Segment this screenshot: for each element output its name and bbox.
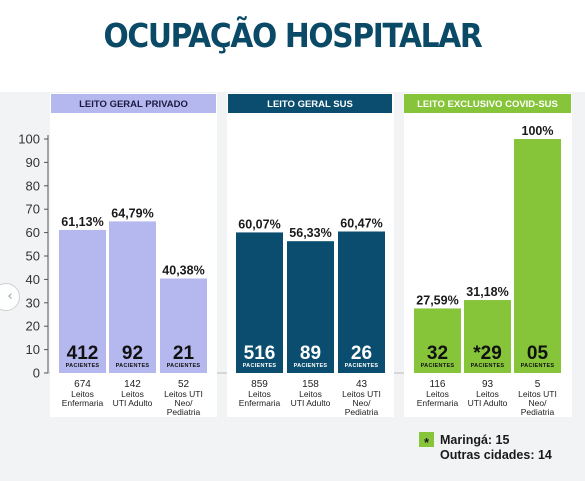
bar — [109, 221, 156, 373]
bar-value-label: 56,33% — [289, 226, 331, 240]
group-covid: LEITO EXCLUSIVO COVID-SUS27,59%32PACIENT… — [404, 94, 571, 417]
y-tick-label: 50 — [26, 249, 40, 264]
bar-value-label: 60,47% — [340, 217, 382, 231]
patient-count: 92 — [122, 343, 143, 364]
bed-type-label: Leitos UTI — [164, 389, 203, 399]
page-title: OCUPAÇÃO HOSPITALAR — [103, 16, 482, 55]
y-tick-label: 20 — [26, 319, 40, 334]
bed-type-label: UTI Adulto — [468, 398, 508, 408]
patient-count: *29 — [473, 343, 502, 364]
bar-value-label: 27,59% — [416, 293, 458, 307]
y-tick-label: 80 — [26, 178, 40, 193]
bed-type-label: Leitos — [71, 389, 94, 399]
patient-count-unit: PACIENTES — [116, 363, 150, 369]
group-header-label: LEITO GERAL PRIVADO — [79, 99, 188, 110]
group-header — [404, 94, 571, 113]
bar-value-label: 100% — [522, 124, 554, 138]
bed-count: 116 — [430, 379, 446, 390]
y-tick-label: 90 — [26, 155, 40, 170]
bar-groups: LEITO GERAL PRIVADO61,13%412PACIENTES674… — [50, 93, 572, 417]
patient-count: 21 — [173, 343, 195, 364]
patient-count-unit: PACIENTES — [345, 363, 379, 369]
bar — [338, 231, 385, 373]
bed-type-label: Neo/ — [175, 398, 194, 408]
patient-count-unit: PACIENTES — [66, 363, 100, 369]
bed-type-label: UTI Adulto — [291, 398, 331, 408]
bed-type-label: Leitos — [426, 389, 449, 399]
asterisk-marker: * — [424, 436, 429, 450]
group-header — [51, 94, 216, 113]
bed-type-label: Pediatria — [521, 407, 555, 417]
y-tick-label: 70 — [26, 202, 40, 217]
patient-count: 05 — [527, 343, 549, 364]
group-header-label: LEITO GERAL SUS — [267, 99, 353, 110]
bed-type-label: Leitos — [121, 389, 144, 399]
bed-type-label: Leitos — [299, 389, 322, 399]
bed-count: 5 — [535, 379, 541, 390]
y-tick-label: 100 — [18, 132, 40, 147]
bed-count: 52 — [178, 379, 190, 390]
bar — [414, 308, 461, 373]
title-band — [0, 0, 585, 92]
bar — [287, 241, 334, 373]
patient-count-unit: PACIENTES — [167, 363, 201, 369]
bed-count: 43 — [356, 379, 368, 390]
bed-count: 93 — [482, 379, 494, 390]
group-header — [228, 94, 392, 113]
y-tick-label: 30 — [26, 295, 40, 310]
patient-count-unit: PACIENTES — [471, 363, 505, 369]
bed-type-label: Pediatria — [345, 407, 379, 417]
group-privado: LEITO GERAL PRIVADO61,13%412PACIENTES674… — [51, 94, 216, 417]
bed-count: 674 — [74, 379, 91, 390]
bed-count: 859 — [251, 379, 268, 390]
bar — [236, 232, 283, 373]
patient-count-unit: PACIENTES — [521, 363, 555, 369]
y-tick-label: 60 — [26, 225, 40, 240]
patient-count: 516 — [244, 343, 276, 364]
bar-value-label: 61,13% — [61, 215, 103, 229]
bed-type-label: Leitos — [248, 389, 271, 399]
annotation-line: Outras cidades: 14 — [440, 448, 552, 462]
bed-type-label: Leitos UTI — [342, 389, 381, 399]
bar-value-label: 64,79% — [111, 206, 153, 220]
bed-type-label: Leitos UTI — [518, 389, 557, 399]
bed-type-label: Neo/ — [353, 398, 372, 408]
y-tick-label: 40 — [26, 272, 40, 287]
bed-type-label: Enfermaria — [417, 398, 459, 408]
group-header-label: LEITO EXCLUSIVO COVID-SUS — [417, 99, 558, 110]
group-sus: LEITO GERAL SUS60,07%516PACIENTES859Leit… — [228, 94, 392, 417]
y-tick-label: 10 — [26, 342, 40, 357]
annotation-line: Maringá: 15 — [440, 433, 510, 447]
patient-count-unit: PACIENTES — [421, 363, 455, 369]
patient-count-unit: PACIENTES — [243, 363, 277, 369]
bar-value-label: 40,38% — [162, 264, 204, 278]
bar — [464, 300, 511, 373]
y-tick-label: 0 — [33, 366, 40, 381]
bed-type-label: UTI Adulto — [113, 398, 153, 408]
bed-count: 158 — [302, 379, 319, 390]
bar — [514, 139, 561, 373]
patient-count-unit: PACIENTES — [294, 363, 328, 369]
patient-count: 89 — [300, 343, 321, 364]
bed-type-label: Pediatria — [167, 407, 201, 417]
patient-count: 26 — [351, 343, 372, 364]
patient-count: 412 — [67, 343, 99, 364]
bed-type-label: Neo/ — [529, 398, 548, 408]
bed-count: 142 — [124, 379, 141, 390]
asterisk-marker-box — [419, 432, 434, 447]
bar — [59, 229, 106, 373]
y-axis: 0 10 20 30 40 50 60 70 80 90 100 — [18, 132, 572, 381]
bar-value-label: 60,07% — [238, 217, 280, 231]
bar-value-label: 31,18% — [466, 285, 508, 299]
bed-type-label: Enfermaria — [62, 398, 104, 408]
patient-count: 32 — [427, 343, 448, 364]
bed-type-label: Enfermaria — [239, 398, 281, 408]
bar — [160, 278, 207, 373]
bed-type-label: Leitos — [476, 389, 499, 399]
